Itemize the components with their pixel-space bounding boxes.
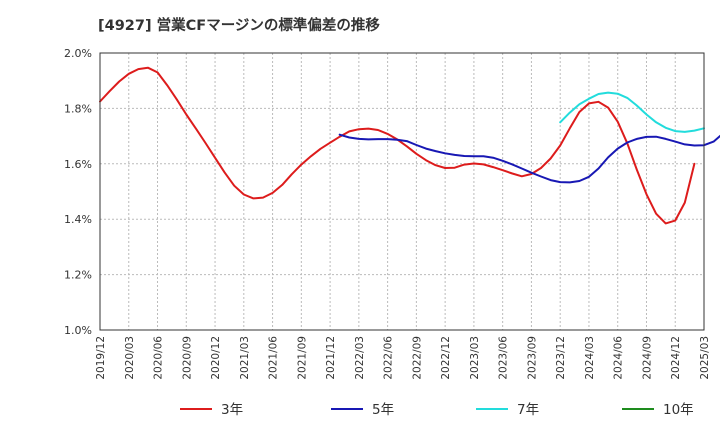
chart-title: [4927] 営業CFマージンの標準偏差の推移 [98, 16, 380, 34]
legend-label: 3年 [221, 402, 243, 418]
x-tick-label: 2024/09 [641, 336, 653, 380]
series-line-1 [99, 66, 696, 225]
series-line-2 [338, 133, 720, 184]
x-tick-label: 2023/03 [469, 336, 481, 380]
y-tick-label: 1.6% [64, 158, 92, 171]
x-tick-label: 2024/03 [584, 336, 596, 380]
x-tick-label: 2021/06 [268, 336, 280, 380]
x-tick-label: 2025/03 [699, 336, 711, 380]
x-tick-label: 2019/12 [95, 336, 107, 380]
y-tick-label: 2.0% [64, 47, 92, 60]
x-tick-label: 2022/12 [440, 336, 452, 380]
grid-lines [99, 52, 705, 331]
x-tick-label: 2024/06 [613, 336, 625, 380]
y-tick-label: 1.8% [64, 102, 92, 115]
x-tick-label: 2020/12 [210, 336, 222, 380]
legend: 3年 5年 7年 10年 [180, 402, 694, 418]
x-tick-label: 2024/12 [670, 336, 682, 380]
x-tick-label: 2020/03 [124, 336, 136, 380]
y-tick-label: 1.0% [64, 324, 92, 337]
legend-label: 10年 [663, 402, 694, 418]
series-line-3 [559, 91, 705, 133]
x-tick-labels: 2019/12 2020/03 2020/06 2020/09 2020/12 2021/… [95, 336, 711, 380]
x-tick-label: 2021/03 [239, 336, 251, 380]
series-layer [99, 66, 720, 225]
x-tick-label: 2023/09 [526, 336, 538, 380]
x-tick-label: 2022/03 [354, 336, 366, 380]
y-tick-label: 1.2% [64, 269, 92, 282]
y-tick-label: 1.4% [64, 213, 92, 226]
x-tick-label: 2020/09 [181, 336, 193, 380]
y-tick-labels: 1.0% 1.2% 1.4% 1.6% 1.8% 2.0% [64, 47, 92, 337]
plot-frame [99, 52, 705, 331]
x-tick-label: 2023/12 [555, 336, 567, 380]
x-tick-label: 2020/06 [153, 336, 165, 380]
legend-label: 7年 [517, 402, 539, 418]
legend-label: 5年 [372, 402, 394, 418]
x-tick-label: 2023/06 [498, 336, 510, 380]
x-tick-label: 2021/09 [296, 336, 308, 380]
x-tick-label: 2022/09 [411, 336, 423, 380]
x-tick-label: 2022/06 [383, 336, 395, 380]
axes [99, 52, 705, 331]
x-tick-label: 2021/12 [325, 336, 337, 380]
